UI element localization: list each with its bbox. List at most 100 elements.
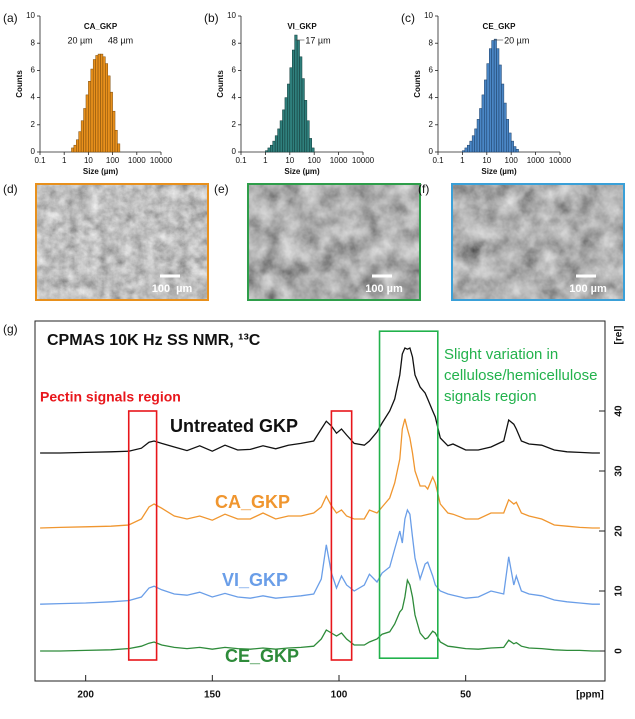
chart-title: CE_GKP: [483, 22, 517, 31]
bar: [301, 78, 305, 153]
bar: [95, 55, 99, 153]
y-tick-label: 20: [614, 525, 625, 537]
y-tick-label: 40: [614, 405, 625, 417]
series-label: CE_GKP: [225, 646, 299, 666]
x-tick-label: 1000: [128, 156, 146, 165]
bar: [73, 144, 77, 153]
series-label: CA_GKP: [215, 492, 290, 512]
x-tick-label: 100: [331, 690, 348, 701]
bar: [71, 147, 75, 153]
image-border: [35, 183, 209, 301]
bar: [469, 140, 473, 153]
x-tick-label: 100: [308, 156, 322, 165]
y-tick-label: 8: [429, 38, 434, 47]
series-label: VI_GKP: [222, 570, 288, 590]
bar: [112, 110, 116, 153]
bar: [304, 100, 308, 153]
y-tick-label: 2: [232, 120, 237, 129]
bar: [296, 40, 300, 153]
spectrum-line: [40, 347, 600, 454]
chart-title: CPMAS 10K Hz SS NMR, ¹³C: [47, 332, 261, 349]
bar: [274, 135, 278, 153]
region-box: [330, 410, 353, 661]
scale-bar-label: 100 µm: [365, 283, 403, 295]
bar: [508, 132, 512, 153]
y-tick-label: 6: [232, 66, 237, 75]
bar: [289, 67, 293, 153]
x-axis-label: [ppm]: [576, 690, 604, 701]
panel-label: (e): [214, 182, 229, 196]
x-tick-label: 10: [482, 156, 491, 165]
bar: [291, 49, 295, 153]
sem-image: [248, 184, 420, 300]
chart-title: CA_GKP: [84, 22, 118, 31]
annotation: 20 µm: [67, 35, 92, 45]
bar: [284, 97, 288, 153]
bar: [510, 140, 514, 153]
panel-label: (a): [3, 11, 18, 25]
y-tick-label: 0: [31, 147, 36, 156]
y-tick-label: 10: [424, 11, 433, 20]
image-border: [247, 183, 421, 301]
bar: [85, 94, 89, 153]
bar: [476, 119, 480, 153]
x-tick-label: 10: [84, 156, 93, 165]
bar: [109, 91, 113, 153]
bar: [102, 56, 106, 153]
bar: [491, 40, 495, 153]
bar: [279, 120, 283, 153]
y-tick-label: 4: [31, 93, 36, 102]
y-tick-label: 0: [429, 147, 434, 156]
bar: [471, 135, 475, 153]
bar: [306, 120, 310, 153]
y-tick-label: 10: [227, 11, 236, 20]
bar: [92, 59, 96, 153]
bar: [114, 129, 118, 153]
y-axis-label: [rel]: [614, 326, 625, 345]
x-tick-label: 0.1: [34, 156, 46, 165]
y-tick-label: 0: [232, 147, 237, 156]
y-tick-label: 0: [614, 648, 625, 654]
annotation: Pectin signals region: [40, 389, 181, 405]
bar: [513, 146, 517, 153]
bar: [282, 109, 286, 153]
x-tick-label: 100: [106, 156, 120, 165]
bar: [464, 147, 468, 153]
panel-label: (b): [204, 11, 219, 25]
x-axis-label: Size (µm): [481, 167, 517, 176]
region-box: [378, 330, 439, 660]
bar: [466, 144, 470, 153]
sem-image: [452, 184, 624, 300]
bar: [503, 102, 507, 153]
x-tick-label: 10000: [150, 156, 173, 165]
x-tick-label: 0.1: [432, 156, 444, 165]
y-tick-label: 8: [232, 38, 237, 47]
bar: [265, 150, 269, 153]
y-tick-label: 10: [26, 11, 35, 20]
y-tick-label: 4: [429, 93, 434, 102]
y-tick-label: 4: [232, 93, 237, 102]
annotation: 17 µm: [305, 35, 330, 45]
bar: [479, 108, 483, 153]
annotation: 20 µm: [504, 35, 529, 45]
scale-bar-label: 100 µm: [569, 283, 607, 295]
bar: [83, 108, 87, 153]
y-tick-label: 2: [31, 120, 36, 129]
bar: [462, 150, 466, 153]
x-tick-label: 150: [204, 690, 221, 701]
annotation: Slight variation in: [444, 346, 558, 363]
bar: [287, 83, 291, 153]
bar: [488, 48, 492, 153]
panel-label: (d): [3, 182, 18, 196]
y-axis-label: Counts: [413, 70, 422, 98]
bar: [515, 149, 519, 153]
y-axis-label: Counts: [15, 70, 24, 98]
y-tick-label: 10: [614, 585, 625, 597]
sem-image: [36, 184, 208, 300]
spectrum-line: [40, 508, 600, 605]
series-label: Untreated GKP: [170, 416, 298, 436]
bar: [80, 120, 84, 153]
plot-frame: [34, 320, 606, 682]
bar: [506, 119, 510, 153]
